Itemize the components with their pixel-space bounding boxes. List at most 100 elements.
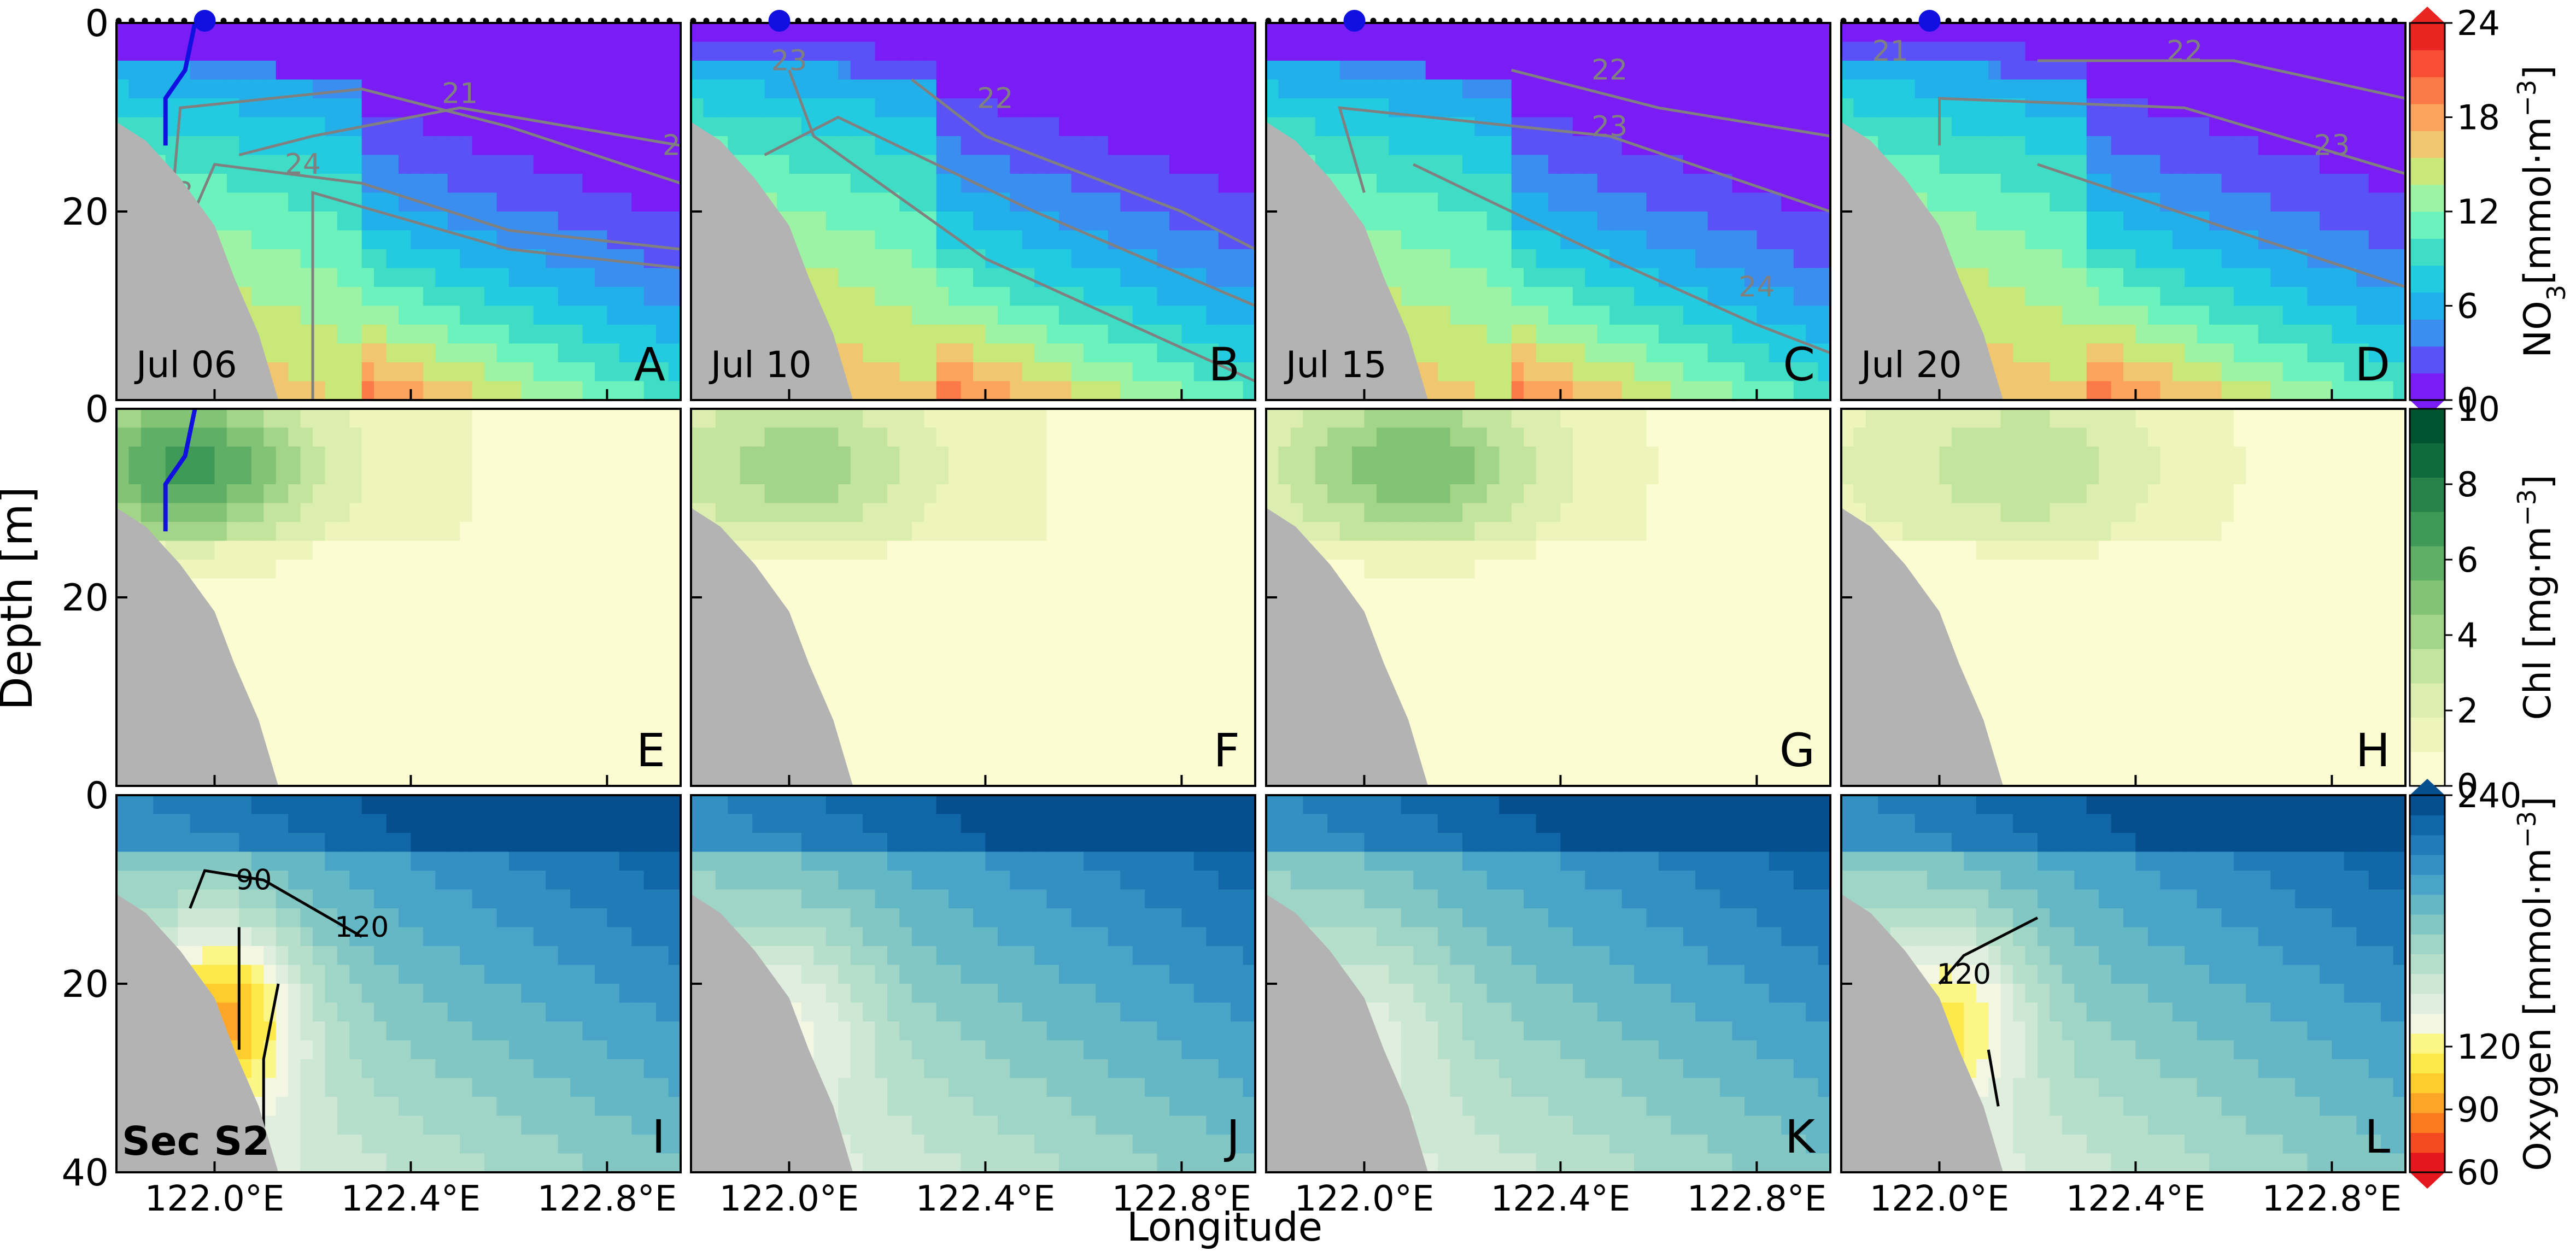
field-cell [2160, 174, 2173, 193]
field-cell [484, 597, 497, 616]
field-cell [1022, 362, 1035, 381]
field-cell [276, 362, 289, 381]
field-cell [1194, 98, 1207, 118]
field-cell [497, 597, 510, 616]
field-cell [1683, 193, 1696, 212]
field-cell [2320, 174, 2332, 193]
field-cell [313, 673, 325, 692]
field-cell [472, 306, 485, 325]
field-cell [313, 710, 325, 730]
field-cell [251, 654, 264, 673]
field-cell [202, 193, 215, 212]
field-cell [924, 287, 936, 306]
field-cell [1597, 193, 1610, 212]
field-cell [399, 692, 411, 711]
field-cell [1548, 306, 1561, 325]
field-cell [644, 692, 657, 711]
field-cell [546, 306, 558, 325]
field-cell [656, 306, 669, 325]
field-cell [1206, 98, 1219, 118]
field-cell [1695, 136, 1708, 155]
field-cell [215, 23, 227, 42]
station-dot [562, 18, 568, 24]
field-cell [264, 466, 276, 485]
field-cell [949, 136, 961, 155]
field-cell [1426, 42, 1438, 61]
field-cell [1377, 23, 1389, 42]
field-cell [2160, 344, 2173, 363]
field-cell [1573, 42, 1585, 61]
field-cell [399, 344, 411, 363]
field-cell [1413, 23, 1426, 42]
field-cell [1243, 212, 1256, 231]
field-cell [411, 409, 423, 428]
field-cell [2087, 155, 2099, 174]
field-cell [387, 428, 399, 447]
field-cell [399, 362, 411, 381]
field-cell [399, 136, 411, 155]
field-cell [1450, 287, 1463, 306]
field-cell [1231, 155, 1243, 174]
field-cell [2025, 118, 2038, 137]
field-cell [826, 155, 839, 174]
field-cell [337, 447, 350, 466]
field-cell [337, 409, 350, 428]
field-cell [912, 325, 924, 344]
field-cell [251, 61, 264, 80]
field-cell [656, 212, 669, 231]
field-cell [1524, 42, 1536, 61]
field-cell [669, 42, 681, 61]
field-cell [863, 325, 875, 344]
field-cell [1781, 118, 1794, 137]
station-dot [326, 18, 332, 24]
field-cell [1976, 136, 1989, 155]
field-cell [1181, 249, 1194, 268]
field-cell [1512, 23, 1524, 42]
field-cell [2209, 155, 2222, 174]
field-cell [1744, 325, 1757, 344]
field-cell [313, 748, 325, 767]
field-cell [2344, 98, 2357, 118]
field-cell [411, 503, 423, 522]
field-cell [484, 409, 497, 428]
field-cell [387, 560, 399, 579]
station-dot [1854, 18, 1860, 24]
field-cell [521, 344, 534, 363]
field-cell [1878, 80, 1890, 99]
field-cell [1647, 118, 1659, 137]
field-cell [337, 362, 350, 381]
field-cell [460, 447, 472, 466]
field-cell [2308, 344, 2320, 363]
field-cell [2258, 268, 2271, 287]
field-cell [570, 597, 583, 616]
field-cell [2369, 42, 2381, 61]
field-cell [1609, 362, 1622, 381]
field-cell [1487, 287, 1500, 306]
field-cell [1327, 42, 1340, 61]
field-cell [2038, 118, 2050, 137]
field-cell [1757, 98, 1769, 118]
field-cell [387, 484, 399, 503]
field-cell [1438, 268, 1450, 287]
field-cell [973, 362, 986, 381]
field-cell [546, 155, 558, 174]
field-cell [570, 362, 583, 381]
field-cell [875, 155, 888, 174]
field-cell [1365, 42, 1377, 61]
field-cell [2381, 287, 2393, 306]
field-cell [1084, 23, 1096, 42]
station-dot [483, 18, 489, 24]
field-cell [1573, 306, 1585, 325]
field-cell [1206, 306, 1219, 325]
field-cell [595, 306, 607, 325]
field-cell [2197, 381, 2210, 401]
field-cell [1708, 174, 1720, 193]
field-cell [534, 98, 546, 118]
field-cell [1732, 136, 1745, 155]
field-cell [1560, 23, 1573, 42]
field-cell [656, 447, 669, 466]
field-cell [998, 287, 1010, 306]
field-cell [1659, 231, 1671, 250]
field-cell [1059, 174, 1072, 193]
